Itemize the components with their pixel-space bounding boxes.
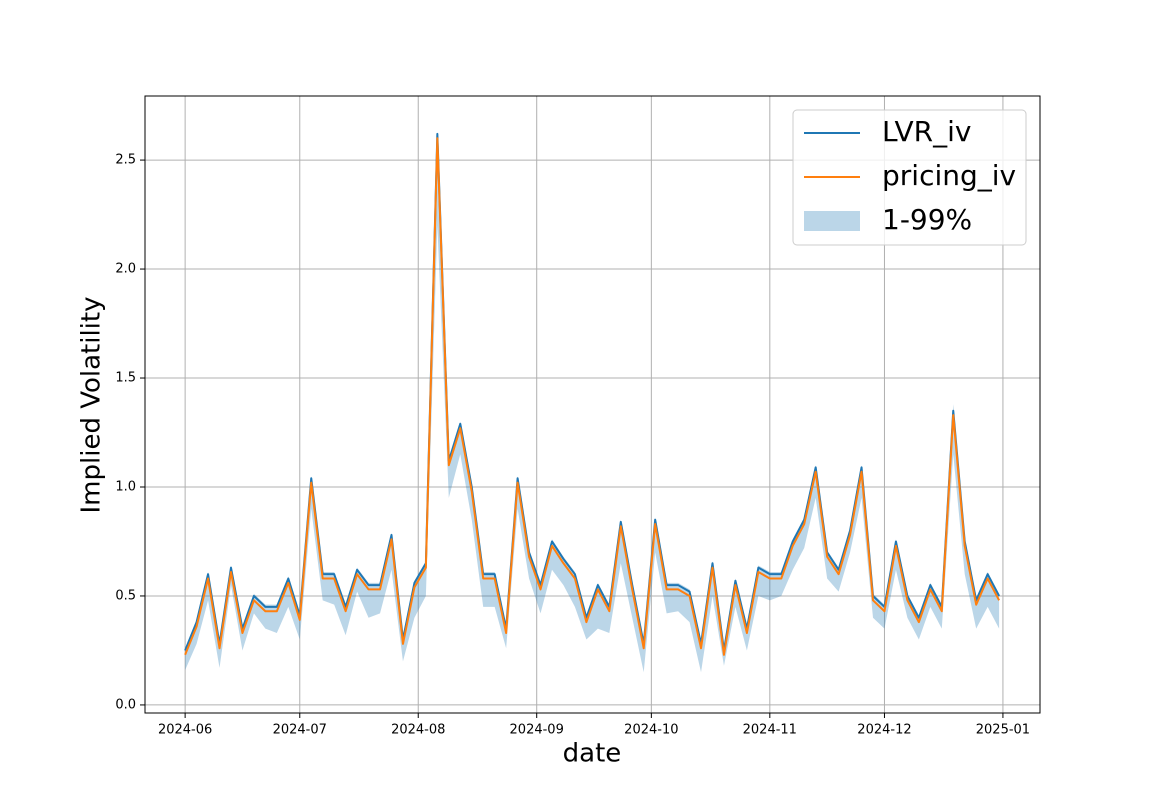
- legend-label: LVR_iv: [882, 115, 971, 148]
- x-tick-label: 2024-06: [158, 723, 212, 738]
- plot-frame: [144, 95, 1041, 714]
- y-tick-label: 1.5: [115, 371, 136, 386]
- y-tick-label: 1.0: [115, 479, 136, 494]
- x-tick-label: 2025-01: [976, 723, 1030, 738]
- y-tick-label: 2.0: [115, 262, 136, 277]
- x-tick-label: 2024-10: [624, 723, 678, 738]
- x-tick-label: 2024-09: [510, 723, 564, 738]
- y-axis-label: Implied Volatility: [77, 297, 107, 514]
- legend-box: [792, 109, 1027, 246]
- y-tick-label: 0.5: [115, 588, 136, 603]
- x-tick-label: 2024-07: [273, 723, 327, 738]
- y-tick-label: 0.0: [115, 697, 136, 712]
- legend-label: 1-99%: [882, 203, 972, 236]
- line-series: [184, 137, 1000, 656]
- x-tick-label: 2024-11: [743, 723, 797, 738]
- x-tick-label: 2024-12: [857, 723, 911, 738]
- x-tick-label: 2024-08: [391, 723, 445, 738]
- legend-swatch: [804, 211, 860, 231]
- legend-label: pricing_iv: [882, 159, 1016, 192]
- y-tick-label: 2.5: [115, 153, 136, 168]
- x-axis-label: date: [563, 739, 622, 769]
